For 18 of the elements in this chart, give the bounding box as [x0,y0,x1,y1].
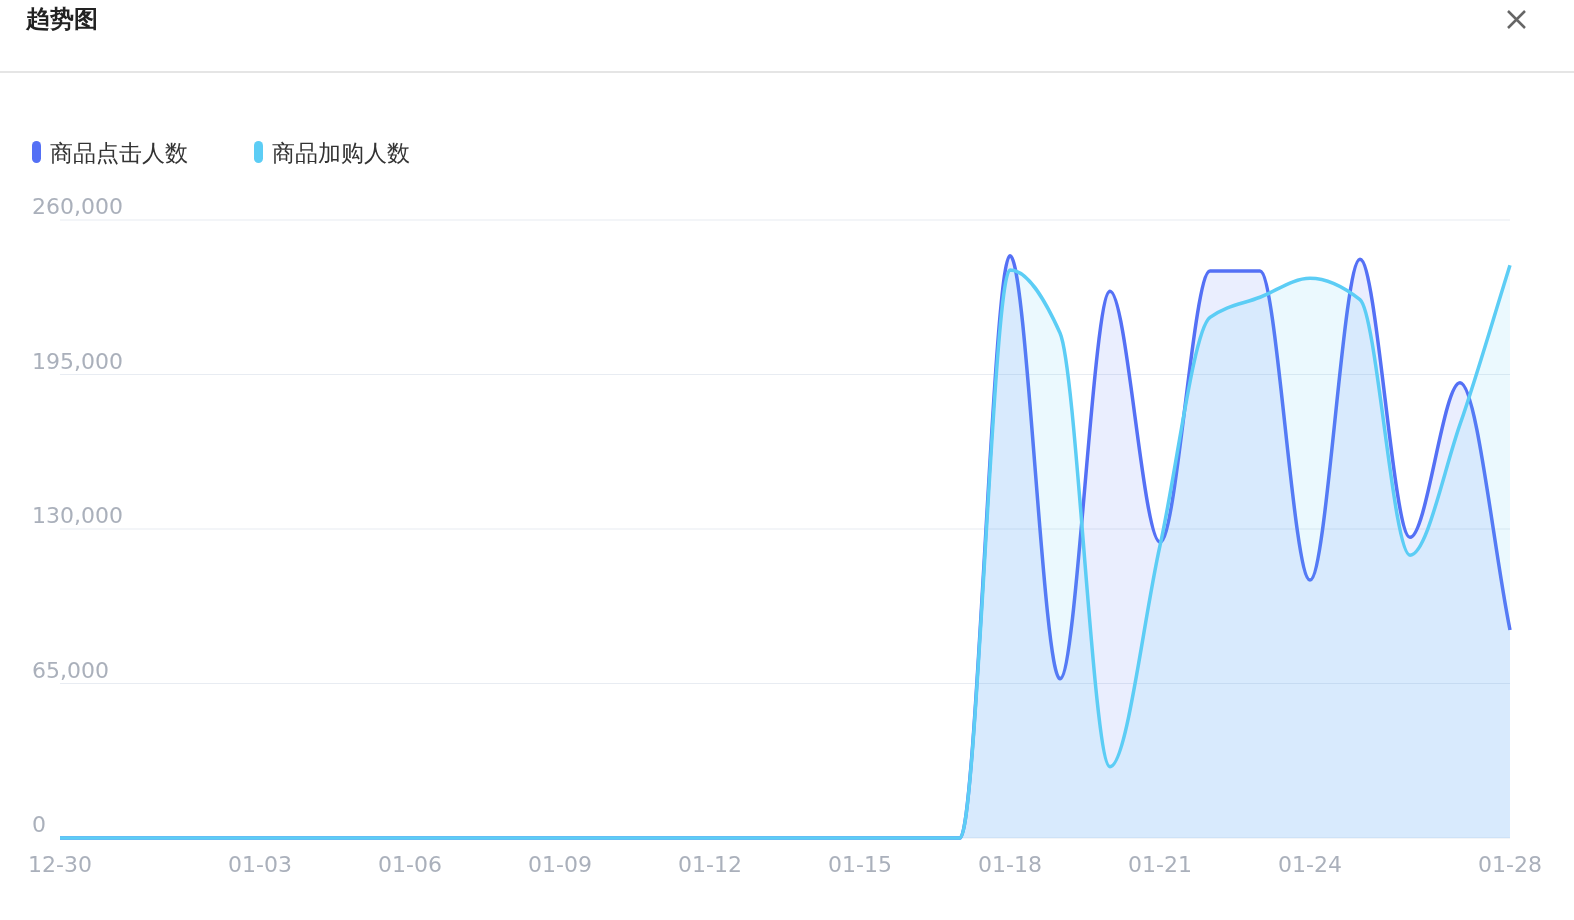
y-tick-label: 130,000 [32,503,123,528]
x-tick-label: 01-18 [978,852,1042,877]
x-tick-label: 01-03 [228,852,292,877]
x-tick-label: 01-09 [528,852,592,877]
y-tick-label: 65,000 [32,657,109,683]
x-tick-label: 01-28 [1478,852,1542,877]
chart-title: 趋势图 [25,5,98,33]
x-tick-label: 01-24 [1278,852,1342,877]
x-tick-label: 12-30 [28,852,92,877]
x-tick-label: 01-06 [378,852,442,877]
legend-label: 商品点击人数 [50,140,188,166]
y-tick-label: 260,000 [32,194,123,219]
legend-label: 商品加购人数 [272,140,410,166]
x-tick-label: 01-12 [678,852,742,877]
y-tick-label: 0 [32,812,46,837]
x-tick-label: 01-15 [828,852,892,877]
y-tick-label: 195,000 [32,348,123,374]
x-tick-label: 01-21 [1128,852,1192,877]
